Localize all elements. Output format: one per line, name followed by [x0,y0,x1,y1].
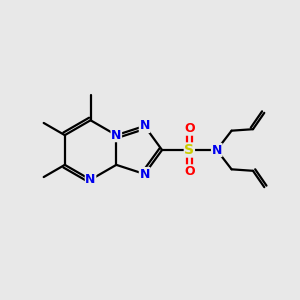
Text: O: O [184,122,195,135]
Text: N: N [111,129,122,142]
Text: N: N [85,173,96,186]
Text: N: N [140,119,150,133]
Text: N: N [140,167,150,181]
Text: O: O [184,165,195,178]
Text: S: S [184,143,194,157]
Text: N: N [212,143,222,157]
